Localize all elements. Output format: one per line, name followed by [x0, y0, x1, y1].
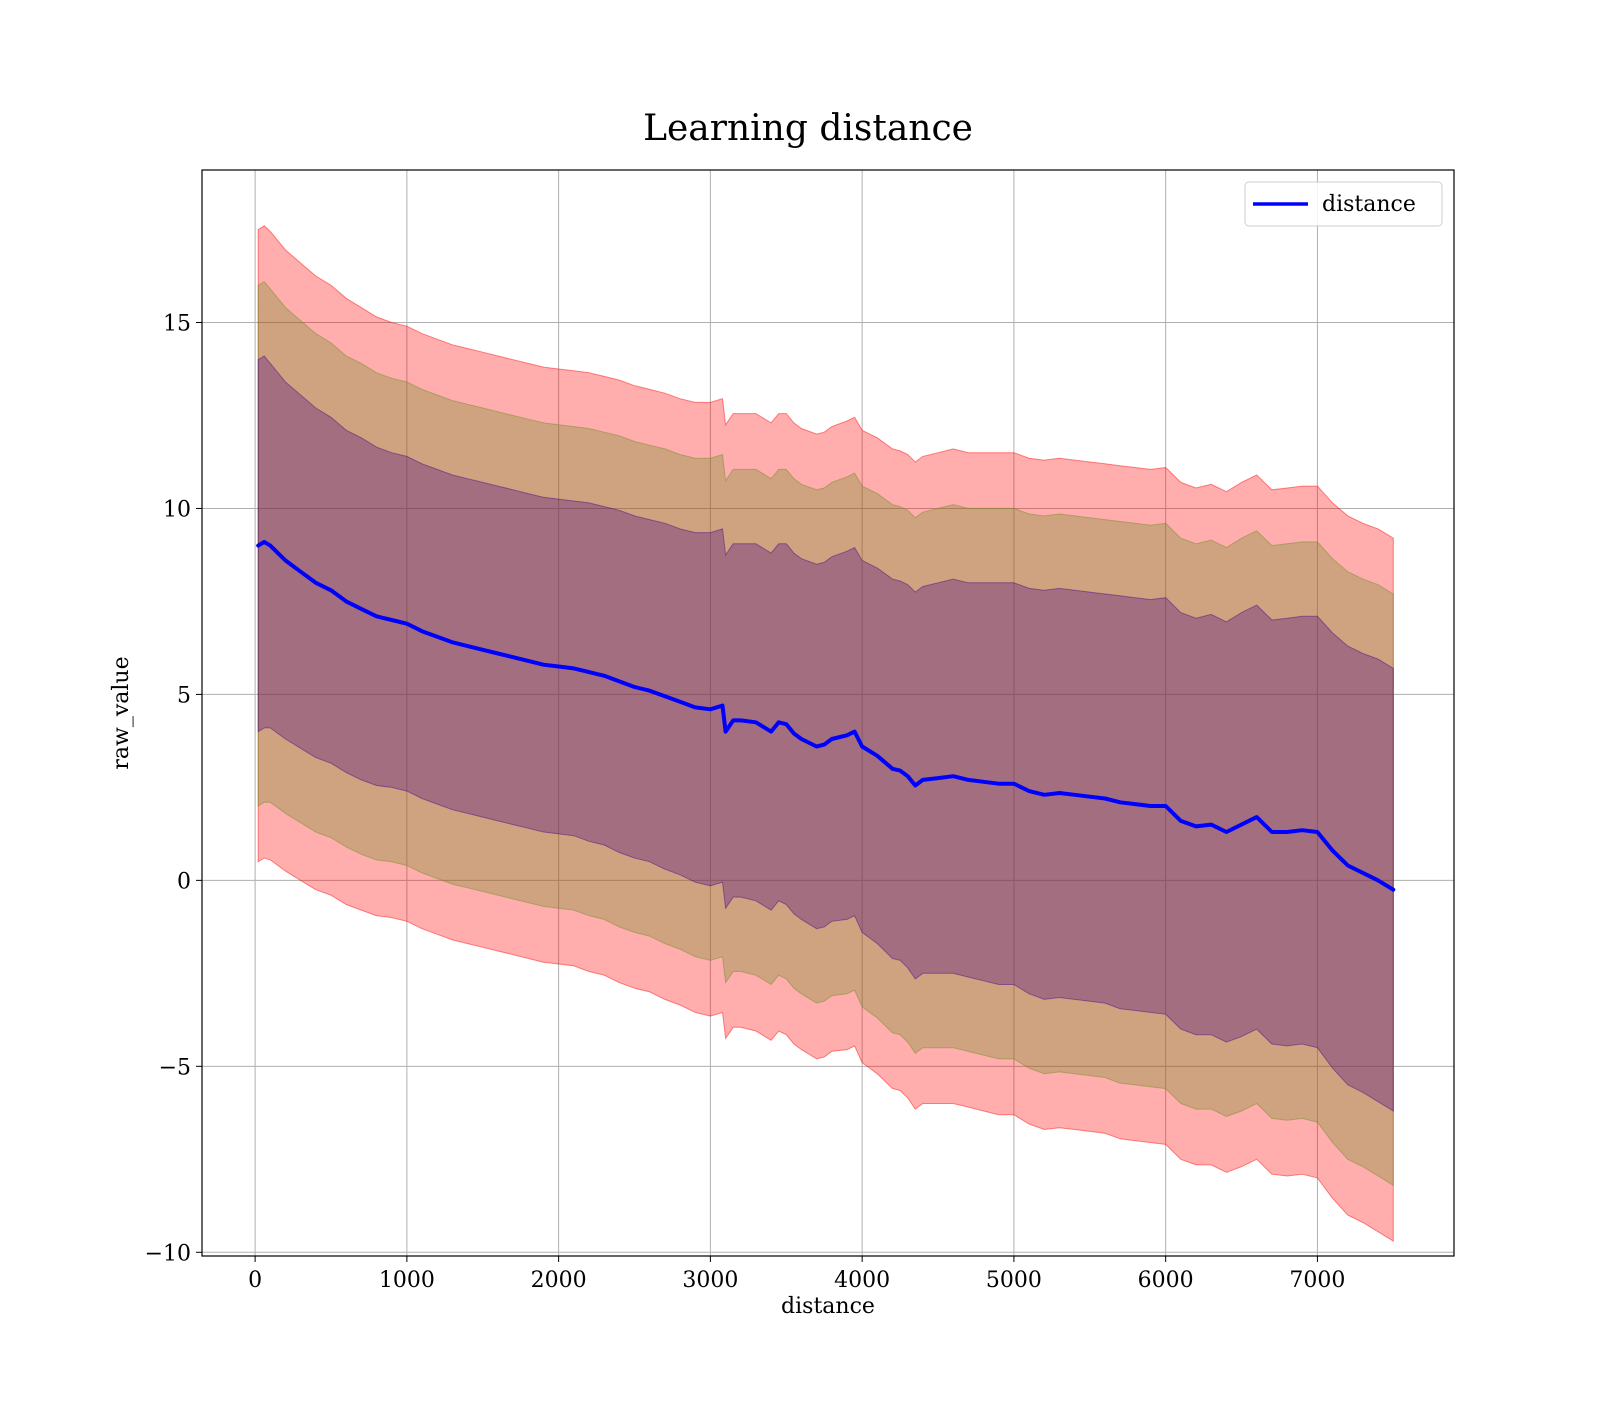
y-axis-ticks: −10 −5 0 5 10 15 [145, 311, 202, 1266]
x-tick-label: 7000 [1289, 1268, 1345, 1293]
x-tick-label: 1000 [379, 1268, 435, 1293]
confidence-bands [257, 225, 1394, 1242]
y-tick-label: 0 [177, 869, 191, 894]
y-tick-label: −5 [159, 1055, 191, 1080]
band-3-sigma [257, 225, 1394, 1242]
x-tick-label: 2000 [531, 1268, 587, 1293]
series-line-distance [256, 539, 1396, 892]
series-lines [256, 539, 1396, 892]
legend-label-distance: distance [1322, 192, 1416, 217]
y-tick-label: 15 [163, 311, 191, 336]
plot-frame [201, 169, 1455, 1257]
chart-legend: distance [1244, 181, 1443, 227]
band-2-sigma [257, 280, 1394, 1187]
x-axis-label: distance [781, 1294, 875, 1319]
y-tick-label: −10 [145, 1241, 191, 1266]
x-tick-label: 0 [248, 1268, 262, 1293]
y-tick-label: 5 [177, 683, 191, 708]
x-tick-label: 4000 [834, 1268, 890, 1293]
x-tick-label: 5000 [986, 1268, 1042, 1293]
x-tick-label: 6000 [1138, 1268, 1194, 1293]
y-axis-label: raw_value [109, 656, 134, 769]
legend-box [1244, 181, 1443, 227]
x-tick-label: 3000 [682, 1268, 738, 1293]
band-1-sigma [257, 355, 1394, 1112]
grid-lines [202, 170, 1454, 1256]
x-axis-ticks: 0 1000 2000 3000 4000 5000 6000 7000 [248, 1256, 1345, 1293]
chart-title: Learning distance [643, 108, 973, 149]
y-tick-label: 10 [163, 497, 191, 522]
